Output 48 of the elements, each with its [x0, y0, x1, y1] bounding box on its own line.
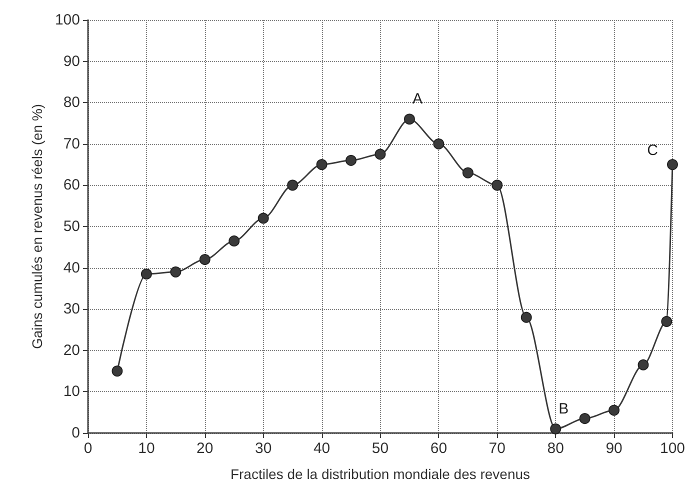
- annotation: C: [647, 142, 658, 160]
- point: [433, 138, 444, 150]
- x-tick-label: 10: [138, 440, 155, 457]
- point: [258, 212, 269, 224]
- x-axis-title: Fractiles de la distribution mondiale des revenus: [230, 466, 530, 482]
- point: [287, 180, 298, 191]
- y-tick-label: 0: [72, 424, 80, 442]
- x-tick-label: 0: [84, 440, 92, 457]
- point: [608, 404, 620, 416]
- x-tick-label: 30: [255, 440, 272, 457]
- x-tick-label: 100: [660, 440, 685, 457]
- point: [520, 312, 532, 323]
- y-tick-label: 70: [63, 135, 80, 152]
- y-tick-label: 20: [63, 342, 80, 359]
- point: [638, 359, 649, 370]
- x-tick-label: 50: [372, 440, 389, 457]
- y-tick-label: 40: [63, 259, 80, 276]
- point: [170, 266, 182, 278]
- x-tick-label: 90: [606, 440, 622, 457]
- point: [462, 167, 474, 178]
- point: [112, 366, 123, 377]
- y-tick-label: 30: [63, 300, 80, 318]
- point: [404, 114, 415, 125]
- y-tick-label: 60: [63, 176, 80, 194]
- x-tick-label: 60: [430, 440, 448, 457]
- x-tick-label: 70: [488, 440, 506, 457]
- point: [199, 254, 210, 266]
- point: [492, 180, 503, 191]
- point: [661, 316, 672, 327]
- y-axis-title: Gains cumulés en revenus réels (en %): [29, 104, 46, 350]
- x-tick-label: 40: [313, 440, 330, 457]
- y-tick-label: 50: [63, 218, 80, 235]
- annotation: A: [412, 90, 422, 108]
- point: [228, 235, 240, 246]
- point: [550, 423, 562, 434]
- y-tick-label: 100: [54, 12, 80, 28]
- point: [374, 148, 386, 160]
- point: [140, 268, 152, 280]
- point: [346, 154, 357, 166]
- x-tick-label: 80: [547, 440, 564, 457]
- x-tick-label: 20: [196, 440, 214, 457]
- y-tick-label: 80: [63, 94, 80, 112]
- point: [316, 159, 328, 170]
- annotation: B: [558, 400, 569, 418]
- point: [666, 159, 678, 170]
- point: [579, 413, 590, 424]
- y-tick-label: 10: [63, 383, 80, 400]
- y-tick-label: 90: [63, 52, 80, 70]
